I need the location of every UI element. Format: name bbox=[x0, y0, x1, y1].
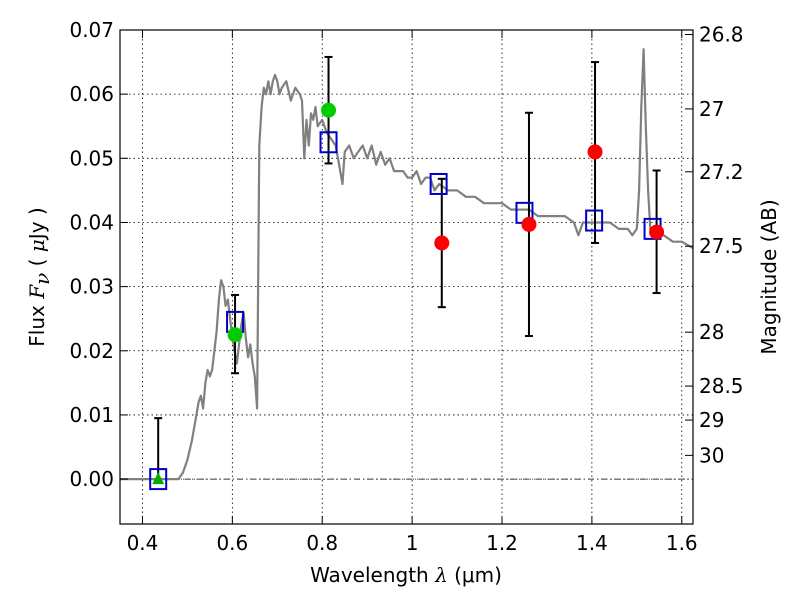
y-tick-label: 0.04 bbox=[69, 210, 114, 234]
magnitude-tick-label: 28 bbox=[699, 320, 724, 344]
x-tick-label: 0.8 bbox=[306, 531, 338, 555]
y-tick-label: 0.05 bbox=[69, 146, 114, 170]
y-tick-label: 0.07 bbox=[69, 18, 114, 42]
y-axis-label-mu: μ bbox=[25, 239, 49, 252]
markers bbox=[149, 102, 665, 491]
detection-point bbox=[321, 102, 337, 118]
model-photometry-square bbox=[585, 209, 604, 232]
y-tick-label: 0.01 bbox=[69, 403, 114, 427]
x-tick-label: 0.6 bbox=[216, 531, 248, 555]
x-tick-label: 0.4 bbox=[127, 531, 159, 555]
y-axis-label-unit: Jy ) bbox=[25, 207, 49, 241]
magnitude-axis-label: Magnitude (AB) bbox=[757, 199, 781, 354]
upper-limit-point bbox=[521, 216, 537, 232]
magnitude-tick-label: 29 bbox=[699, 408, 724, 432]
y-tick-label: 0.00 bbox=[69, 467, 114, 491]
y-axis-label-open: ( bbox=[25, 259, 49, 267]
x-axis-label: Wavelength λ (μm) bbox=[310, 563, 502, 587]
detection-point bbox=[227, 327, 243, 343]
upper-limit-point bbox=[434, 235, 450, 251]
magnitude-tick-label: 27.5 bbox=[699, 234, 744, 258]
y-axis-label-subscript: ν bbox=[30, 273, 54, 285]
upper-limit-point bbox=[649, 224, 665, 240]
y-tick-label: 0.02 bbox=[69, 339, 114, 363]
x-tick-label: 1 bbox=[406, 531, 419, 555]
magnitude-tick-label: 27 bbox=[699, 97, 724, 121]
magnitude-tick-label: 26.8 bbox=[699, 22, 744, 46]
model-photometry-square bbox=[429, 172, 448, 195]
model-photometry-square bbox=[149, 468, 168, 491]
non-detection-triangle bbox=[152, 472, 165, 485]
x-tick-label: 1.2 bbox=[486, 531, 518, 555]
model-photometry-square bbox=[319, 131, 338, 154]
magnitude-axis-ticks: 26.8 27 27.2 27.5 28 28.5 29 30 bbox=[685, 22, 744, 467]
x-axis-label-text: Wavelength bbox=[310, 563, 429, 587]
x-tick-label: 1.6 bbox=[666, 531, 698, 555]
upper-limit-point bbox=[587, 144, 603, 160]
y-axis-label-symbol: F bbox=[25, 284, 49, 300]
plot-area bbox=[120, 30, 693, 524]
x-axis-label-unit: (μm) bbox=[454, 563, 502, 587]
y-tick-label: 0.06 bbox=[69, 82, 114, 106]
y-axis-label-text: Flux bbox=[25, 305, 49, 347]
magnitude-tick-label: 27.2 bbox=[699, 160, 744, 184]
x-axis-ticks: 0.4 0.6 0.8 1 1.2 1.4 1.6 bbox=[127, 30, 698, 555]
x-axis-label-symbol: λ bbox=[434, 563, 448, 587]
x-tick-label: 1.4 bbox=[576, 531, 608, 555]
plot-frame bbox=[119, 29, 694, 525]
magnitude-tick-label: 28.5 bbox=[699, 374, 744, 398]
y-tick-label: 0.03 bbox=[69, 275, 114, 299]
y-axis-ticks: 0.00 0.01 0.02 0.03 0.04 0.05 0.06 0.07 bbox=[69, 18, 128, 491]
y-axis-label: Flux Fν ( μJy ) bbox=[25, 207, 54, 346]
magnitude-tick-label: 30 bbox=[699, 443, 724, 467]
